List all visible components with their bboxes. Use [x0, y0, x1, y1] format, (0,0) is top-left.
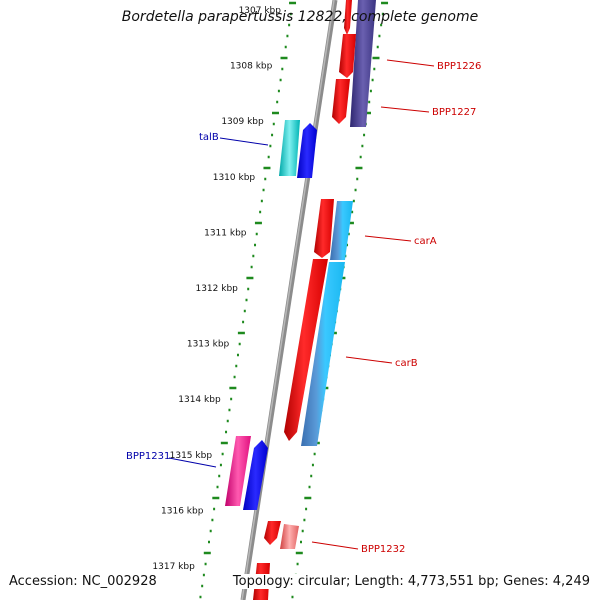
gene-arrow-bpp1227-b[interactable]: [339, 34, 356, 78]
accession-text: Accession: NC_002928: [9, 574, 157, 589]
gene-label-cara[interactable]: carA: [414, 236, 437, 247]
gene-track: [225, 0, 376, 600]
ruler-label: 1317 kbp: [152, 562, 195, 572]
ruler-label: 1311 kbp: [204, 228, 247, 238]
ruler-label: 1313 kbp: [187, 340, 230, 350]
gene-arrow-carb[interactable]: [301, 262, 345, 446]
gene-arrow-blue-1[interactable]: [297, 123, 317, 178]
ruler-label: 1310 kbp: [213, 173, 256, 183]
leader-line-cara: [364, 235, 412, 242]
leader-line-talb: [219, 137, 269, 146]
gene-arrow-carb-upper[interactable]: [330, 201, 353, 260]
gene-arrow-red-long[interactable]: [284, 259, 328, 441]
gene-arrow-bpp1227-c[interactable]: [332, 79, 350, 124]
gene-arrow-bpp1226[interactable]: [350, 0, 376, 127]
genome-summary-text: Topology: circular; Length: 4,773,551 bp…: [228, 574, 590, 589]
ruler-label: 1309 kbp: [221, 117, 264, 127]
ruler-label: 1316 kbp: [161, 506, 204, 516]
gene-arrow-talb[interactable]: [279, 120, 300, 176]
map-title: Bordetella parapertussis 12822, complete…: [121, 9, 479, 25]
leader-line-carb: [345, 356, 393, 364]
leader-line-bpp1231: [168, 457, 217, 468]
gene-arrow-blue-2[interactable]: [243, 440, 268, 510]
gene-label-carb[interactable]: carB: [395, 358, 418, 369]
gene-arrow-bpp1227-a[interactable]: [344, 0, 352, 35]
leader-line-bpp1226: [386, 59, 435, 67]
ruler-label: 1308 kbp: [230, 62, 273, 72]
gene-arrow-cara[interactable]: [314, 199, 334, 258]
gene-label-bpp1226[interactable]: BPP1226: [437, 61, 481, 72]
gene-arrow-bpp1232[interactable]: [280, 524, 299, 549]
ruler-label: 1307 kbp: [239, 6, 282, 16]
ruler-label: 1315 kbp: [170, 451, 213, 461]
ruler-label: 1312 kbp: [195, 284, 238, 294]
ruler-label: 1314 kbp: [178, 395, 221, 405]
leader-line-bpp1227: [380, 106, 430, 113]
gene-labels: BPP1226 BPP1227 talB carA carB BPP1231 B…: [126, 59, 481, 555]
leader-line-bpp1232: [311, 541, 359, 550]
gene-arrow-bpp1231[interactable]: [225, 436, 251, 506]
ruler-ticks-left: [199, 1, 297, 599]
gene-label-bpp1232[interactable]: BPP1232: [361, 544, 405, 555]
gene-label-bpp1231[interactable]: BPP1231: [126, 451, 170, 462]
gene-arrow-red-small[interactable]: [264, 521, 281, 545]
ruler-labels: 1307 kbp 1308 kbp 1309 kbp 1310 kbp 1311 kbp…: [152, 6, 281, 572]
gene-label-talb[interactable]: talB: [199, 132, 219, 143]
gene-label-bpp1227[interactable]: BPP1227: [432, 107, 476, 118]
